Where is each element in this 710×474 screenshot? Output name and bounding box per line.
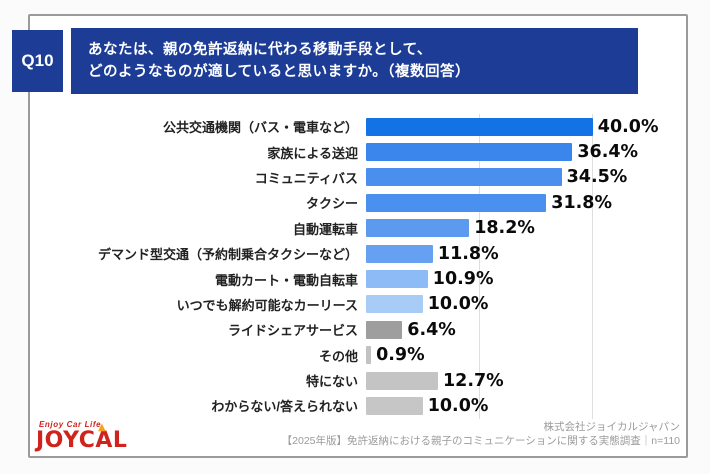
bar (366, 244, 433, 263)
chart-row: 電動カート・電動自転車 10.9% (40, 266, 688, 291)
category-label: 自動運転車 (292, 221, 358, 237)
company-name: 株式会社ジョイカルジャパン (543, 421, 681, 433)
bar-track: 10.9% (366, 269, 688, 290)
chart-row: コミュニティバス 34.5% (40, 165, 688, 190)
bar-track: 0.9% (366, 345, 688, 366)
flame-icon: ▲ (98, 422, 107, 433)
chart-row: タクシー 31.8% (40, 190, 688, 215)
gridline-40pct (592, 114, 593, 419)
category-label: ライドシェアサービス (227, 323, 358, 339)
category-label: その他 (318, 348, 358, 364)
value-label: 10.0% (427, 395, 489, 416)
bar (366, 346, 372, 365)
chart-row: その他 0.9% (40, 343, 688, 368)
chart-row: 公共交通機関（バス・電車など） 40.0% (40, 114, 688, 139)
bar (366, 219, 470, 238)
value-label: 10.9% (432, 269, 494, 290)
joycal-logo: Enjoy Car Life JOYCAL ▲ (36, 421, 127, 452)
category-label: 公共交通機関（バス・電車など） (162, 120, 358, 136)
logo-tagline: Enjoy Car Life (39, 420, 102, 429)
chart-row: いつでも解約可能なカーリース 10.0% (40, 292, 688, 317)
bar-track: 40.0% (366, 116, 688, 137)
chart-row: 自動運転車 18.2% (40, 216, 688, 241)
bar (366, 320, 403, 339)
bar (366, 371, 438, 390)
chart-row: デマンド型交通（予約制乗合タクシーなど） 11.8% (40, 241, 688, 266)
bar (366, 396, 423, 415)
question-number-badge: Q10 (12, 30, 63, 92)
chart-row: ライドシェアサービス 6.4% (40, 317, 688, 342)
bar-track: 12.7% (366, 370, 688, 391)
chart-row: 特にない 12.7% (40, 368, 688, 393)
question-title-line2: どのようなものが適していると思いますか。（複数回答） (88, 64, 471, 80)
category-label: いつでも解約可能なカーリース (176, 297, 358, 313)
bar-track: 34.5% (366, 167, 688, 188)
bar-track: 36.4% (366, 142, 688, 163)
category-label: タクシー (305, 196, 358, 212)
gridline-20pct (479, 114, 480, 419)
bar-chart: 公共交通機関（バス・電車など） 40.0% 家族による送迎 36.4% コミュニティバス… (40, 114, 688, 419)
survey-source: 【2025年版】免許返納における親子のコミュニケーションに関する実態調査｜n=1… (281, 435, 680, 448)
bar-track: 6.4% (366, 319, 688, 340)
value-label: 40.0% (597, 116, 659, 137)
bar-track: 10.0% (366, 294, 688, 315)
source-note: 株式会社ジョイカルジャパン 【2025年版】免許返納における親子のコミュニケーシ… (282, 420, 680, 448)
bar (366, 193, 547, 212)
value-label: 31.8% (551, 192, 613, 213)
value-label: 10.0% (427, 294, 489, 315)
bar-track: 31.8% (366, 192, 688, 213)
chart-row: わからない/答えられない 10.0% (40, 393, 688, 418)
bar-track: 10.0% (366, 395, 688, 416)
value-label: 6.4% (407, 319, 456, 340)
bar (366, 143, 573, 162)
category-label: 特にない (305, 374, 358, 390)
bar (366, 168, 562, 187)
question-title: あなたは、親の免許返納に代わる移動手段として、 どのようなものが適していると思い… (71, 28, 638, 94)
value-label: 11.8% (437, 243, 499, 264)
bar (366, 117, 593, 136)
category-label: デマンド型交通（予約制乗合タクシーなど） (97, 247, 358, 263)
category-label: わからない/答えられない (211, 399, 358, 415)
logo-text: JOYCAL (36, 428, 128, 453)
value-label: 36.4% (577, 142, 639, 163)
category-label: コミュニティバス (254, 170, 358, 186)
category-label: 電動カート・電動自転車 (214, 272, 358, 288)
value-label: 0.9% (376, 345, 425, 366)
value-label: 18.2% (474, 218, 535, 239)
category-label: 家族による送迎 (267, 145, 358, 161)
chart-row: 家族による送迎 36.4% (40, 139, 688, 164)
logo-wordmark: JOYCAL ▲ (36, 423, 128, 453)
value-label: 12.7% (443, 370, 504, 391)
bar (366, 295, 423, 314)
bar-track: 11.8% (366, 243, 688, 264)
bar-track: 18.2% (366, 218, 688, 239)
bar (366, 270, 428, 289)
question-title-line1: あなたは、親の免許返納に代わる移動手段として、 (88, 41, 432, 58)
value-label: 34.5% (566, 167, 628, 188)
